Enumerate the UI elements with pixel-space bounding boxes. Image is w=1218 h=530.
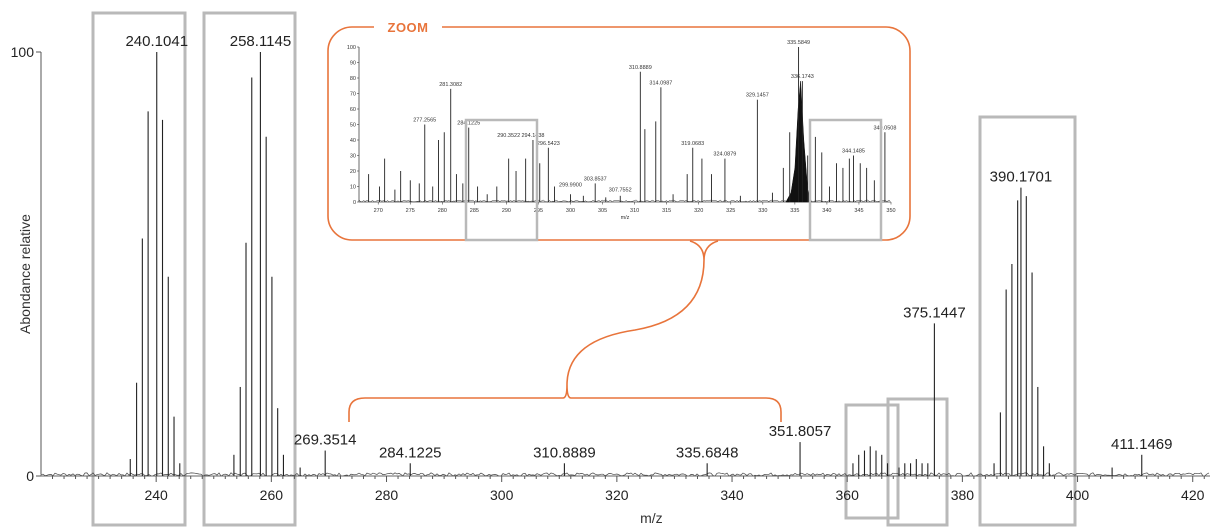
inset-peak-label: 307.7552 xyxy=(609,187,632,193)
inset-peak-label: 284.1225 xyxy=(457,121,480,127)
inset-peak-label: 296.5423 xyxy=(537,141,560,147)
inset-x-tick-label: 285 xyxy=(470,208,479,214)
inset-x-tick-label: 320 xyxy=(694,208,703,214)
peak-label: 310.8889 xyxy=(533,444,596,461)
inset-x-tick-label: 295 xyxy=(534,208,543,214)
inset-y-tick-label: 70 xyxy=(350,92,356,98)
inset-y-tick-label: 100 xyxy=(347,45,356,51)
y-tick-label: 100 xyxy=(11,44,35,60)
inset-peak-label: 277.2565 xyxy=(413,118,436,124)
zoom-title: ZOOM xyxy=(388,20,429,35)
inset-peak-label: 329.1457 xyxy=(746,93,769,99)
highlight-box-240 xyxy=(91,11,187,527)
inset-chart: 0 10 20 30 40 50 60 70 80 90 100 270 275 280 285 290 295… xyxy=(347,40,897,221)
inset-peak-label: 335.5849 xyxy=(787,40,810,46)
inset-x-tick-label: 270 xyxy=(374,208,383,214)
highlight-box-258 xyxy=(202,11,297,527)
inset-peak-label: 290.3522 xyxy=(497,133,520,139)
inset-x-tick-label: 280 xyxy=(438,208,447,214)
inset-x-tick-label: 275 xyxy=(406,208,415,214)
peak-label: 335.6848 xyxy=(676,444,739,461)
x-tick-label: 360 xyxy=(836,487,860,503)
inset-y-tick-label: 10 xyxy=(350,185,356,191)
highlight-box-372 xyxy=(886,397,949,527)
inset-x-tick-label: 290 xyxy=(502,208,511,214)
inset-peak-label: 310.8889 xyxy=(629,65,652,71)
peak-label: 351.8057 xyxy=(769,423,832,440)
x-tick-label: 280 xyxy=(375,487,399,503)
y-axis-title: Abondance relative xyxy=(17,214,33,334)
inset-x-tick-label: 325 xyxy=(726,208,735,214)
inset-y-tick-label: 80 xyxy=(350,76,356,82)
x-tick-label: 340 xyxy=(720,487,744,503)
inset-x-tick-label: 340 xyxy=(822,208,831,214)
inset-y-tick-label: 40 xyxy=(350,138,356,144)
peak-label: 269.3514 xyxy=(294,432,357,449)
inset-x-tick-label: 305 xyxy=(598,208,607,214)
peak-label: 284.1225 xyxy=(379,444,442,461)
zoom-frame xyxy=(327,26,911,241)
zoom-title-gap xyxy=(374,20,442,34)
x-axis-title: m/z xyxy=(640,510,663,526)
peak-label: 411.1469 xyxy=(1111,436,1172,453)
inset-x-tick-label: 300 xyxy=(566,208,575,214)
inset-highlight-box-left xyxy=(464,118,539,242)
inset-peak-label: 349.0508 xyxy=(873,125,896,131)
inset-x-axis-title: m/z xyxy=(621,215,630,221)
x-tick-label: 260 xyxy=(260,487,284,503)
inset-peak-label: 336.1743 xyxy=(791,74,814,80)
peak-label: 390.1701 xyxy=(990,169,1053,186)
inset-y-tick-label: 30 xyxy=(350,154,356,160)
inset-peak-label: 281.3082 xyxy=(439,82,462,88)
inset-peak-label: 294.1438 xyxy=(522,133,545,139)
x-tick-label: 420 xyxy=(1181,487,1205,503)
inset-x-tick-label: 310 xyxy=(630,208,639,214)
x-tick-label: 240 xyxy=(144,487,168,503)
x-tick-label: 380 xyxy=(951,487,975,503)
inset-y-tick-label: 20 xyxy=(350,169,356,175)
inset-peak-label: 324.0879 xyxy=(713,152,736,158)
zoom-connector xyxy=(348,240,782,422)
highlight-box-390 xyxy=(978,115,1077,527)
inset-highlight-box-right xyxy=(808,118,883,242)
inset-peak-label: 319.0683 xyxy=(681,141,704,147)
inset-y-tick-label: 0 xyxy=(353,200,356,206)
peak-label: 240.1041 xyxy=(125,33,188,50)
x-tick-label: 400 xyxy=(1066,487,1090,503)
inset-peak-label: 299.9900 xyxy=(559,183,582,189)
inset-peak-label: 303.8537 xyxy=(584,176,607,182)
x-tick-label: 320 xyxy=(605,487,629,503)
inset-y-tick-label: 60 xyxy=(350,107,356,113)
inset-x-tick-label: 315 xyxy=(662,208,671,214)
inset-x-tick-label: 345 xyxy=(854,208,863,214)
inset-peak-label: 314.0987 xyxy=(649,80,672,86)
highlight-box-363 xyxy=(844,403,900,520)
zoom-callout: ZOOM 0 10 20 30 40 50 60 70 80 90 100 270 275 280 285 2… xyxy=(327,20,911,422)
inset-x-tick-label: 330 xyxy=(758,208,767,214)
x-tick-label: 300 xyxy=(490,487,514,503)
inset-x-tick-label: 350 xyxy=(886,208,895,214)
inset-y-tick-label: 90 xyxy=(350,61,356,67)
inset-y-tick-label: 50 xyxy=(350,123,356,129)
y-tick-label: 0 xyxy=(26,468,34,484)
peak-label: 258.1145 xyxy=(230,33,291,50)
inset-x-tick-label: 335 xyxy=(790,208,799,214)
peak-label: 375.1447 xyxy=(903,304,966,321)
peak-labels: 240.1041 258.1145 269.3514 284.1225 310.8889… xyxy=(125,33,1172,461)
inset-peak-label: 344.1485 xyxy=(842,149,865,155)
highlight-boxes xyxy=(91,11,1077,527)
